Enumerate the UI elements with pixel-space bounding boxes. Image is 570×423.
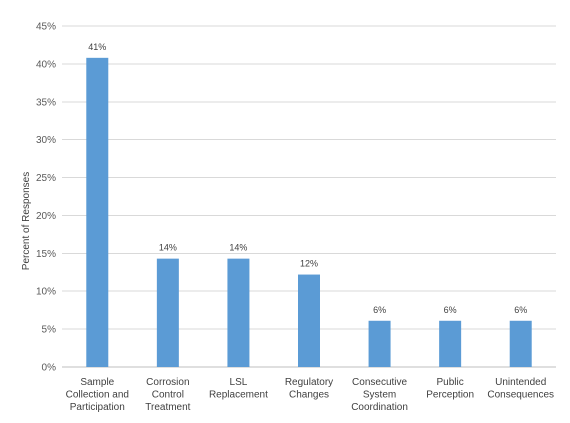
gridlines [62, 25, 556, 368]
y-axis-title: Percent of Responses [21, 172, 32, 270]
category-label: Unintended Consequences [487, 377, 554, 401]
y-tick-label: 15% [36, 249, 56, 260]
category-label: Consecutive System Coordination [351, 377, 408, 413]
bar [298, 274, 320, 367]
bar [86, 57, 109, 368]
bar [368, 320, 391, 367]
y-tick-label: 0% [42, 363, 57, 374]
data-label: 6% [514, 305, 527, 315]
data-labels: 41% 14% 14% 12% 6% 6% 6% [88, 42, 527, 315]
bar [156, 258, 179, 367]
y-tick-label: 45% [36, 22, 56, 33]
y-tick-label: 20% [36, 211, 56, 222]
bar [227, 258, 250, 367]
x-axis-categories: Sample Collection and Participation Corrosi… [66, 377, 554, 413]
y-tick-label: 10% [36, 287, 56, 298]
data-label: 6% [373, 305, 386, 315]
data-label: 14% [159, 243, 177, 253]
y-tick-label: 30% [36, 135, 56, 146]
category-label: Corrosion Control Treatment [145, 377, 190, 413]
bar [509, 320, 532, 367]
data-label: 41% [88, 42, 106, 52]
category-label: Sample Collection and Participation [66, 377, 129, 413]
y-tick-label: 5% [42, 325, 57, 336]
y-tick-label: 35% [36, 97, 56, 108]
category-label: Public Perception [426, 377, 474, 401]
category-label: Regulatory Changes [285, 377, 333, 401]
data-label: 6% [444, 305, 457, 315]
y-tick-label: 25% [36, 173, 56, 184]
y-axis: 0% 5% 10% 15% 20% 25% 30% 35% 40% 45% [36, 22, 56, 374]
bar [439, 320, 462, 367]
bars [86, 57, 532, 368]
category-label: LSL Replacement [209, 377, 268, 401]
y-tick-label: 40% [36, 59, 56, 70]
data-label: 14% [229, 243, 247, 253]
data-label: 12% [300, 259, 318, 269]
